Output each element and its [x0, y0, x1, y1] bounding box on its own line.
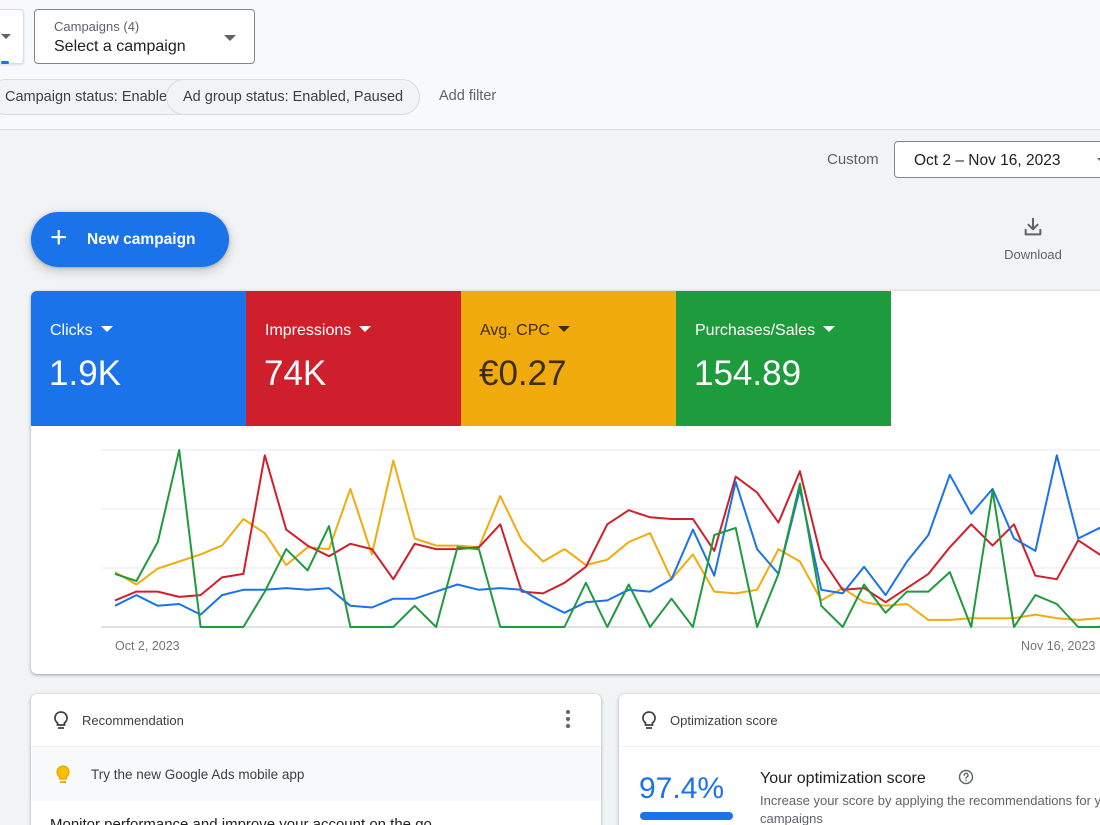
download-button[interactable]: Download [993, 216, 1073, 266]
card-header: Recommendation [31, 694, 601, 747]
performance-chart-card: Clicks 1.9K Impressions 74K Avg. CPC €0.… [31, 291, 1100, 674]
download-icon [1024, 217, 1042, 236]
campaign-selector[interactable]: Campaigns (4) Select a campaign [34, 9, 255, 64]
optimization-score-value: 97.4% [639, 772, 725, 805]
metric-card-impressions[interactable]: Impressions 74K [246, 291, 461, 426]
series-line-avg-cpc [114, 459, 1100, 621]
more-options-icon[interactable] [565, 710, 571, 732]
metric-card-avg-cpc[interactable]: Avg. CPC €0.27 [461, 291, 676, 426]
download-label: Download [1004, 247, 1062, 262]
chevron-down-icon [1, 34, 11, 39]
help-icon[interactable] [958, 769, 974, 785]
optimization-score-bar [640, 812, 733, 820]
recommendation-card: Recommendation Try the new Google Ads mo… [31, 694, 601, 825]
card-header: Optimization score [619, 694, 1100, 747]
lightbulb-icon [642, 711, 656, 729]
filter-bar: Campaigns (4) Select a campaign Campaign… [0, 0, 1100, 130]
chart-series [114, 449, 1100, 628]
new-campaign-label: New campaign [87, 231, 196, 248]
card-title: Optimization score [670, 713, 778, 728]
date-range-selector[interactable]: Oct 2 – Nov 16, 2023 [894, 141, 1100, 178]
recommendation-description: Monitor performance and improve your acc… [50, 816, 432, 825]
x-tick-label-start: Oct 2, 2023 [115, 639, 180, 653]
series-line-impressions [114, 454, 1100, 604]
optimization-score-description: Increase your score by applying the reco… [760, 793, 1100, 825]
metric-label[interactable]: Purchases/Sales [695, 322, 836, 340]
optimization-score-heading: Your optimization score [760, 770, 926, 787]
metric-value: 154.89 [694, 354, 802, 393]
campaign-selector-label: Campaigns (4) [54, 19, 140, 34]
metric-value: €0.27 [479, 354, 567, 393]
metric-value: 1.9K [49, 354, 121, 393]
series-line-clicks [114, 454, 1100, 616]
lightbulb-icon [54, 711, 68, 729]
campaign-selector-value: Select a campaign [54, 38, 186, 55]
add-filter-button[interactable]: Add filter [439, 88, 497, 104]
chevron-down-icon [823, 326, 836, 332]
chevron-down-icon [359, 326, 372, 332]
account-selector[interactable] [0, 9, 24, 64]
metric-label-text: Impressions [265, 322, 352, 339]
metric-label-text: Clicks [50, 322, 93, 339]
x-tick-label-end: Nov 16, 2023 [1021, 639, 1096, 653]
chart-gridlines [101, 449, 1100, 628]
chevron-down-icon [100, 326, 113, 332]
new-campaign-button[interactable]: + New campaign [31, 212, 229, 267]
filter-chip-ad-group-status[interactable]: Ad group status: Enabled, Paused [166, 79, 421, 115]
chevron-down-icon [557, 326, 570, 332]
metric-card-purchases-sales[interactable]: Purchases/Sales 154.89 [676, 291, 891, 426]
metric-label-text: Avg. CPC [480, 322, 550, 339]
recommendation-tip[interactable]: Try the new Google Ads mobile app [31, 747, 601, 801]
metric-label[interactable]: Avg. CPC [480, 322, 570, 340]
chevron-down-icon [1097, 158, 1100, 163]
active-indicator [1, 61, 9, 64]
chevron-down-icon [224, 35, 236, 41]
date-range-label: Custom [827, 151, 879, 168]
metric-label-text: Purchases/Sales [695, 322, 816, 339]
metric-value: 74K [264, 354, 327, 393]
line-chart [101, 449, 1100, 628]
card-title: Recommendation [82, 713, 184, 728]
recommendation-tip-text: Try the new Google Ads mobile app [91, 767, 305, 782]
lightbulb-icon [56, 765, 70, 783]
metric-label[interactable]: Clicks [50, 322, 113, 340]
metric-label[interactable]: Impressions [265, 322, 372, 340]
date-range-value: Oct 2 – Nov 16, 2023 [914, 152, 1061, 169]
metric-card-clicks[interactable]: Clicks 1.9K [31, 291, 246, 426]
plus-icon: + [50, 221, 68, 254]
optimization-score-card: Optimization score 97.4% Your optimizati… [619, 694, 1100, 825]
series-line-purchases-sales [114, 449, 1100, 628]
